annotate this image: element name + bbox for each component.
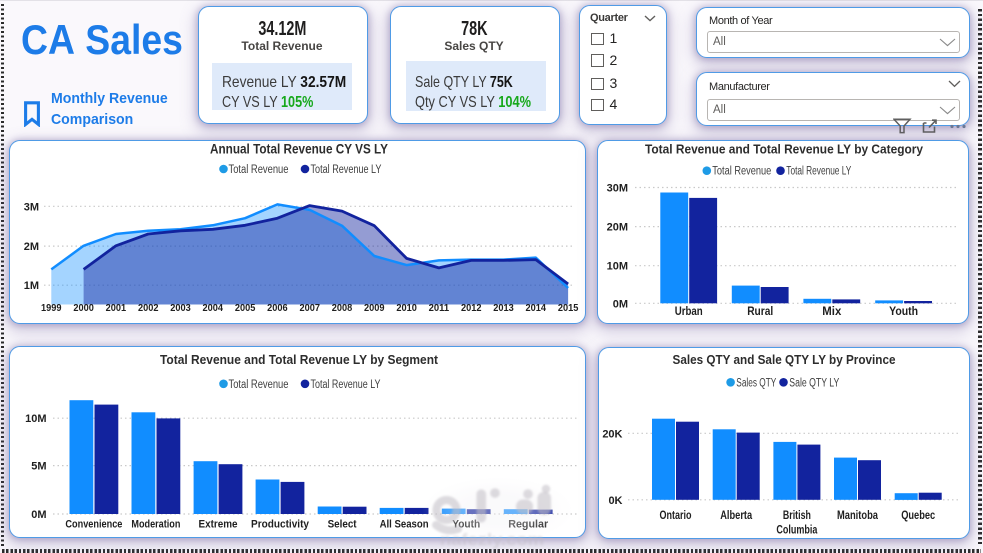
svg-text:0M: 0M <box>31 509 46 521</box>
svg-text:1M: 1M <box>24 280 39 292</box>
svg-text:Urban: Urban <box>675 304 703 318</box>
svg-text:Extreme: Extreme <box>199 519 238 531</box>
svg-text:Total Revenue and Total Revenu: Total Revenue and Total Revenue LY by Se… <box>160 352 439 367</box>
svg-text:Moderation: Moderation <box>131 519 180 531</box>
svg-text:Total Revenue: Total Revenue <box>229 379 289 391</box>
svg-text:Mix: Mix <box>822 304 841 318</box>
svg-text:2015: 2015 <box>558 302 579 314</box>
svg-text:2008: 2008 <box>332 302 353 314</box>
svg-text:2000: 2000 <box>73 302 94 314</box>
svg-text:2001: 2001 <box>106 302 127 314</box>
svg-text:2005: 2005 <box>235 302 256 314</box>
svg-text:Columbia: Columbia <box>776 525 817 537</box>
svg-text:2011: 2011 <box>429 302 450 314</box>
svg-text:Annual Total Revenue CY VS LY: Annual Total Revenue CY VS LY <box>210 142 388 157</box>
svg-text:Sales QTY and Sale QTY LY by P: Sales QTY and Sale QTY LY by Province <box>673 352 896 367</box>
svg-text:2012: 2012 <box>461 302 482 314</box>
svg-text:1999: 1999 <box>41 302 62 314</box>
svg-text:20K: 20K <box>602 428 622 440</box>
svg-text:nafezly.com: nafezly.com <box>440 531 544 549</box>
svg-text:Youth: Youth <box>889 304 918 318</box>
svg-text:2003: 2003 <box>170 302 191 314</box>
svg-text:Quebec: Quebec <box>901 510 935 522</box>
svg-text:Regular: Regular <box>508 519 549 531</box>
svg-text:Manitoba: Manitoba <box>837 510 878 522</box>
svg-text:0K: 0K <box>608 495 622 507</box>
svg-text:30M: 30M <box>607 183 628 195</box>
svg-text:All Season: All Season <box>380 519 429 531</box>
svg-text:10M: 10M <box>25 413 46 425</box>
svg-text:Alberta: Alberta <box>720 510 752 522</box>
svg-text:British: British <box>783 510 811 522</box>
svg-text:Sales QTY: Sales QTY <box>736 377 776 389</box>
svg-text:Total Revenue and Total Revenu: Total Revenue and Total Revenue LY by Ca… <box>645 142 924 157</box>
svg-text:2014: 2014 <box>526 302 547 314</box>
svg-text:Productivity: Productivity <box>251 519 310 531</box>
svg-text:2010: 2010 <box>396 302 417 314</box>
svg-text:Rural: Rural <box>747 304 773 318</box>
svg-text:Total Revenue LY: Total Revenue LY <box>311 379 381 391</box>
svg-text:5M: 5M <box>31 461 46 473</box>
svg-text:3M: 3M <box>24 201 39 213</box>
svg-text:2006: 2006 <box>267 302 288 314</box>
svg-text:2004: 2004 <box>203 302 224 314</box>
svg-text:Sale QTY LY: Sale QTY LY <box>789 377 839 389</box>
svg-text:10M: 10M <box>607 261 628 273</box>
svg-text:Total Revenue: Total Revenue <box>229 164 289 176</box>
svg-text:Total Revenue LY: Total Revenue LY <box>786 166 851 178</box>
svg-text:2013: 2013 <box>493 302 514 314</box>
svg-text:Select: Select <box>328 519 357 531</box>
svg-text:Ontario: Ontario <box>660 510 692 522</box>
svg-text:Total Revenue: Total Revenue <box>712 166 771 178</box>
svg-text:20M: 20M <box>607 222 628 234</box>
svg-text:2007: 2007 <box>299 302 320 314</box>
svg-text:2009: 2009 <box>364 302 385 314</box>
svg-text:0M: 0M <box>613 298 628 310</box>
svg-text:Convenience: Convenience <box>65 519 122 531</box>
svg-text:Total Revenue LY: Total Revenue LY <box>311 164 382 176</box>
svg-text:2002: 2002 <box>138 302 159 314</box>
svg-text:2M: 2M <box>24 241 39 253</box>
